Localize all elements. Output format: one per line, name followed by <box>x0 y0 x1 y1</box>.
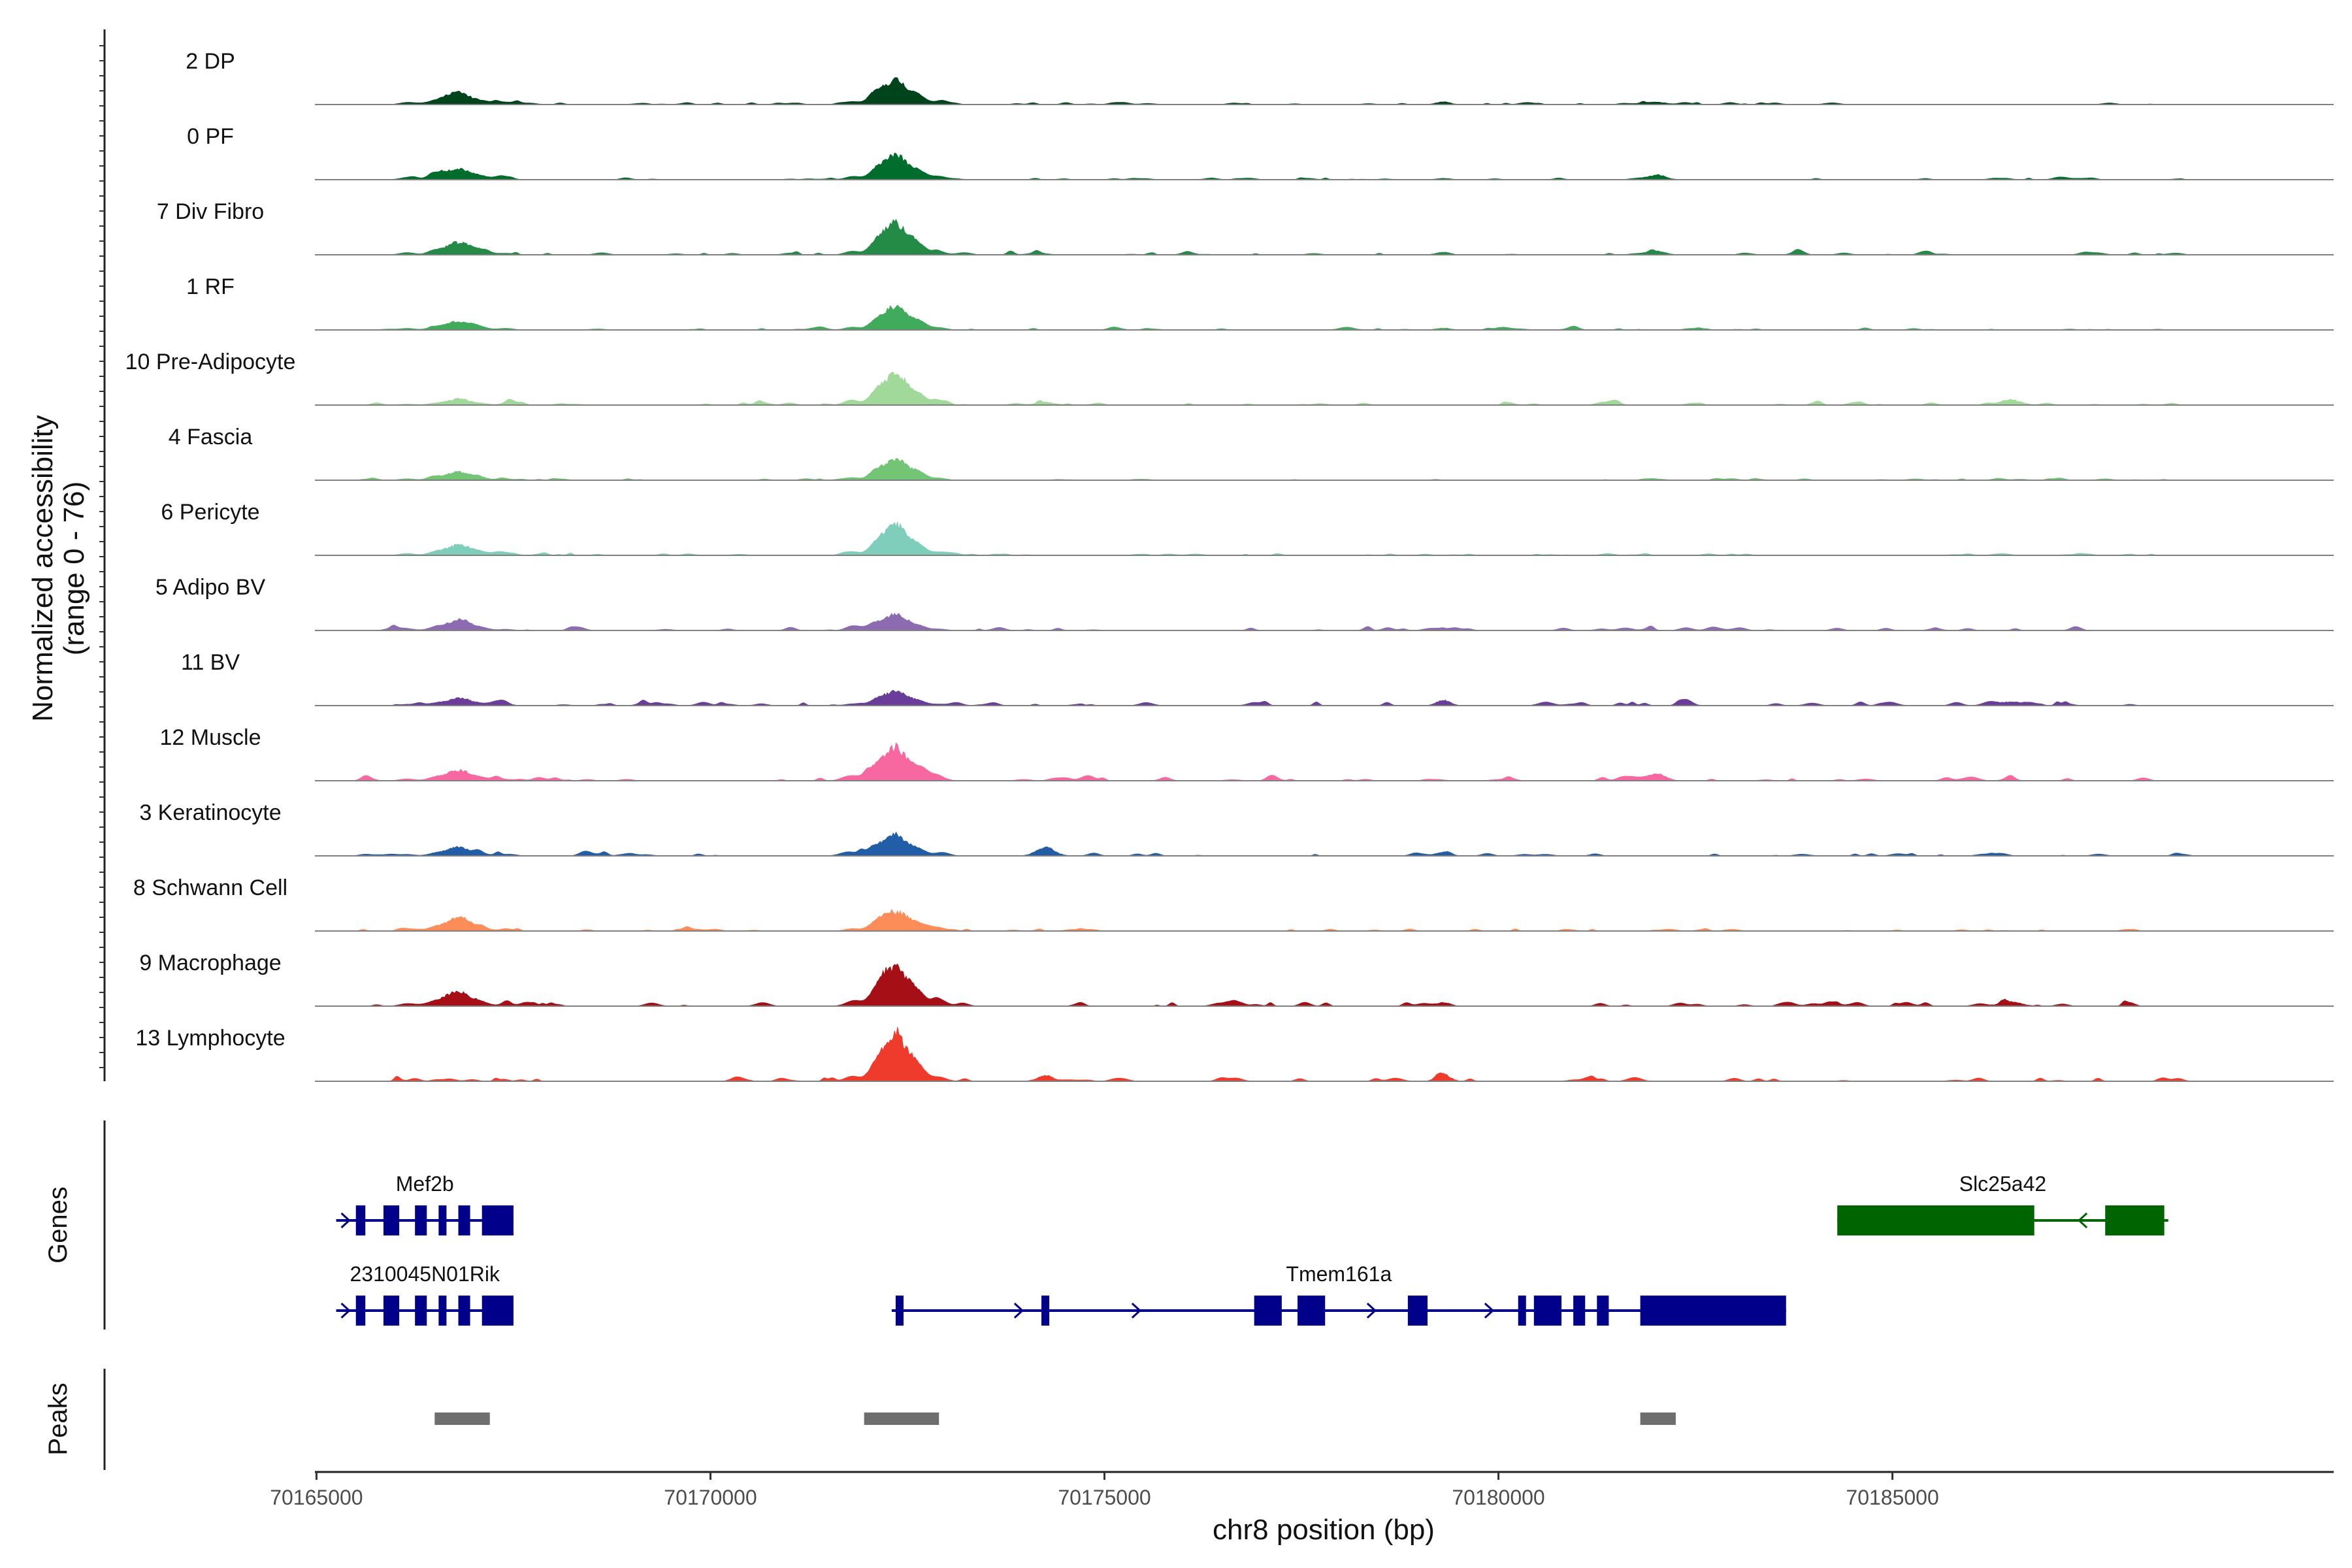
track-label: 7 Div Fibro <box>157 199 264 224</box>
track-label: 4 Fascia <box>169 425 253 449</box>
exon <box>383 1296 400 1326</box>
track-label: 0 PF <box>187 124 234 149</box>
gene-label: 2310045N01Rik <box>350 1262 500 1286</box>
strand-arrow <box>1131 1302 1142 1319</box>
exon <box>1407 1296 1428 1326</box>
track-label: 12 Muscle <box>160 725 261 750</box>
track-label: 2 DP <box>186 49 235 74</box>
track-label: 8 Schwann Cell <box>133 875 287 900</box>
track-label: 1 RF <box>186 274 235 299</box>
exon <box>1597 1296 1609 1326</box>
strand-arrow <box>340 1302 351 1319</box>
x-tick-label: 70175000 <box>1058 1486 1151 1509</box>
exon <box>458 1296 470 1326</box>
strand-arrow <box>1013 1302 1024 1319</box>
strand-arrow <box>340 1212 351 1229</box>
track-9-macrophage: 9 Macrophage <box>139 951 2334 1007</box>
exon <box>1518 1296 1526 1326</box>
track-label: 11 BV <box>181 650 240 675</box>
peak-region <box>1640 1413 1676 1425</box>
exon <box>1533 1296 1562 1326</box>
exon <box>895 1296 904 1326</box>
exon <box>1837 1205 2034 1235</box>
exon <box>383 1205 400 1235</box>
x-axis-ticks: 70165000 70170000 70175000 70180000 70185000 <box>270 1472 1939 1509</box>
strand-arrow <box>2077 1212 2088 1229</box>
gene-mef2b: Mef2b <box>336 1172 514 1235</box>
exon <box>355 1296 366 1326</box>
x-axis-title: chr8 position (bp) <box>1213 1514 1435 1546</box>
track-11-bv: 11 BV <box>181 650 2334 706</box>
y-axis-ticks <box>99 45 105 1068</box>
exon <box>415 1205 427 1235</box>
strand-arrow <box>1484 1302 1495 1319</box>
exon <box>1640 1296 1786 1326</box>
track-13-lymphocyte: 13 Lymphocyte <box>135 1026 2334 1082</box>
gene-slc25a42: Slc25a42 <box>1837 1172 2168 1235</box>
track-label: 13 Lymphocyte <box>135 1026 285 1051</box>
gene-models: Mef2b 2310045N01Rik Tmem161a Slc25a42 <box>336 1172 2168 1326</box>
x-tick-label: 70165000 <box>270 1486 363 1509</box>
track-label: 5 Adipo BV <box>155 575 266 600</box>
x-axis: 70165000 70170000 70175000 70180000 70185000… <box>270 1471 2334 1546</box>
peak-region <box>864 1413 939 1425</box>
gene-2310045n01rik: 2310045N01Rik <box>336 1262 514 1326</box>
exon <box>1573 1296 1586 1326</box>
track-label: 10 Pre-Adipocyte <box>125 350 296 374</box>
track-label: 3 Keratinocyte <box>139 800 281 825</box>
track-6-pericyte: 6 Pericyte <box>161 500 2334 556</box>
y-axis-range: (range 0 - 76) <box>58 482 90 656</box>
exon <box>482 1296 514 1326</box>
genes-panel-label: Genes <box>44 1186 73 1264</box>
coverage-tracks: 2 DP 0 PF 7 Div Fibro 1 RF 10 Pre-Adipocyte 4… <box>125 49 2334 1082</box>
genes-panel: Genes Mef2b 2310045N01Rik Tmem161a Slc25a42 <box>44 1120 2168 1330</box>
gene-tmem161a: Tmem161a <box>891 1262 1786 1326</box>
strand-arrow <box>1366 1302 1377 1319</box>
y-axis-title: Normalized accessibility <box>27 415 59 721</box>
gene-label: Slc25a42 <box>1959 1172 2046 1196</box>
peaks-panel-label: Peaks <box>44 1382 73 1455</box>
track-3-keratinocyte: 3 Keratinocyte <box>139 800 2334 857</box>
track-1-rf: 1 RF <box>186 274 2334 331</box>
track-4-fascia: 4 Fascia <box>169 425 2334 481</box>
coverage-panel: Normalized accessibility (range 0 - 76) … <box>27 29 2334 1082</box>
gene-label: Tmem161a <box>1286 1262 1392 1286</box>
exon <box>482 1205 514 1235</box>
track-2-dp: 2 DP <box>186 49 2334 105</box>
exon <box>415 1296 427 1326</box>
exon <box>438 1205 447 1235</box>
track-8-schwann-cell: 8 Schwann Cell <box>133 875 2334 932</box>
track-10-pre-adipocyte: 10 Pre-Adipocyte <box>125 350 2334 406</box>
exon <box>1297 1296 1326 1326</box>
coverage-area-11-bv <box>332 689 2193 706</box>
exon <box>2105 1205 2164 1235</box>
exon <box>1254 1296 1282 1326</box>
exon <box>438 1296 447 1326</box>
track-7-div-fibro: 7 Div Fibro <box>157 199 2334 255</box>
exon <box>1041 1296 1050 1326</box>
track-12-muscle: 12 Muscle <box>160 725 2334 781</box>
exon <box>458 1205 470 1235</box>
gene-label: Mef2b <box>396 1172 454 1196</box>
track-5-adipo-bv: 5 Adipo BV <box>155 575 2334 631</box>
track-label: 9 Macrophage <box>139 951 281 975</box>
peaks-panel: Peaks <box>44 1369 1676 1470</box>
track-label: 6 Pericyte <box>161 500 259 525</box>
x-tick-label: 70170000 <box>664 1486 757 1509</box>
track-0-pf: 0 PF <box>187 124 2334 180</box>
exon <box>355 1205 366 1235</box>
x-tick-label: 70185000 <box>1846 1486 1938 1509</box>
x-tick-label: 70180000 <box>1452 1486 1544 1509</box>
peak-regions <box>434 1413 1676 1425</box>
peak-region <box>434 1413 490 1425</box>
